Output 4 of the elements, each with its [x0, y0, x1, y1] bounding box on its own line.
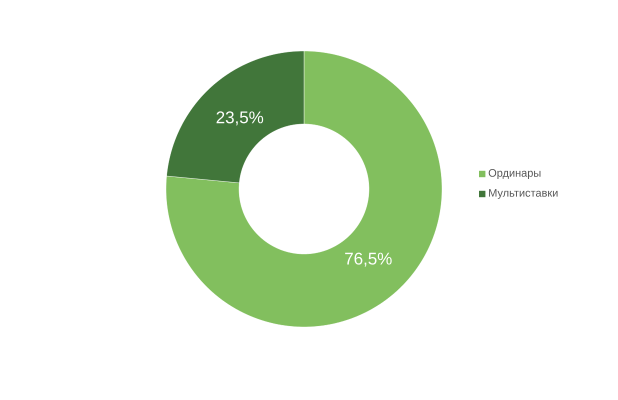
legend-label: Мультиставки	[489, 189, 558, 199]
data-label: 23,5%	[216, 111, 264, 126]
data-label: 76,5%	[345, 252, 392, 267]
legend-label: Ординары	[488, 169, 540, 179]
